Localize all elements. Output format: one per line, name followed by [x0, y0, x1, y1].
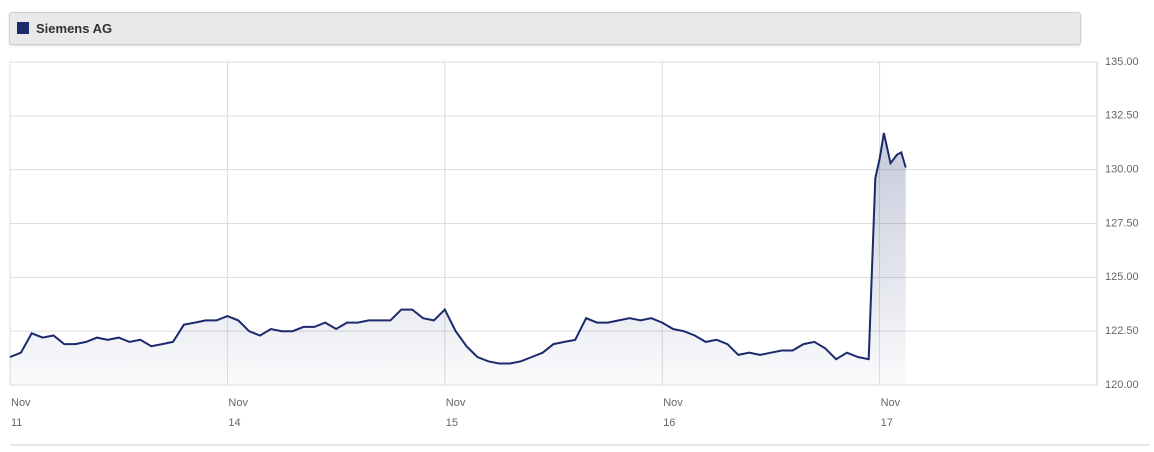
- legend-label: Siemens AG: [36, 21, 113, 36]
- x-tick-label: Nov 15: [445, 397, 466, 429]
- x-tick-label: Nov 11: [11, 397, 31, 429]
- x-tick-label: Nov 17: [880, 397, 901, 429]
- x-tick-label: Nov 14: [228, 397, 248, 429]
- x-tick-label: Nov 16: [663, 397, 683, 429]
- legend-swatch: [17, 22, 29, 34]
- y-tick-label: 132.50: [1105, 110, 1139, 122]
- area: [10, 133, 906, 385]
- y-tick-label: 120.00: [1105, 379, 1139, 391]
- y-tick-label: 127.50: [1105, 217, 1139, 229]
- y-tick-label: 122.50: [1105, 325, 1139, 337]
- legend: Siemens AG: [9, 12, 1081, 45]
- y-tick-label: 130.00: [1105, 164, 1139, 176]
- y-tick-label: 125.00: [1105, 271, 1139, 283]
- line: [9, 132, 907, 365]
- y-tick-label: 135.00: [1105, 56, 1139, 68]
